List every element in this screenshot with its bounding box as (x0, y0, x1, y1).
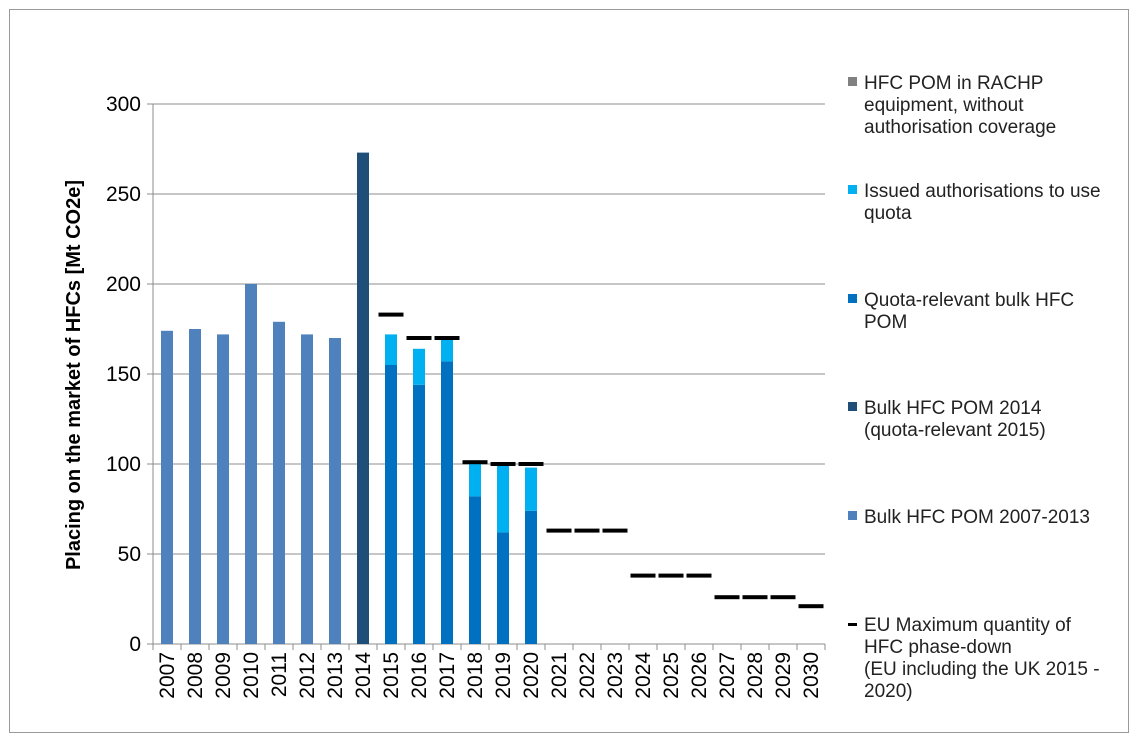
bar-segment (525, 467, 537, 511)
legend-label: EU Maximum quantity of HFC phase-down (EU … (864, 615, 1100, 702)
legend-swatch (848, 77, 857, 86)
x-tick-label: 2030 (800, 652, 823, 699)
x-axis-ticks: 2007 2008 2009 2010 2011 2012 2013 2014 2015 2016… (156, 652, 823, 699)
phase-down-marker (686, 573, 712, 578)
bar-segment (189, 329, 201, 644)
bar-segment (441, 338, 453, 362)
x-tick-label: 2026 (688, 652, 711, 699)
x-tick-label: 2027 (716, 652, 739, 699)
y-tick-label: 50 (118, 543, 141, 566)
y-axis-ticks: 0 50 100 150 200 250 300 (106, 93, 141, 656)
x-tick-label: 2019 (492, 652, 515, 699)
x-tick-label: 2010 (240, 652, 263, 699)
x-tick-label: 2021 (548, 652, 571, 699)
legend-label: Bulk HFC POM 2014 (quota-relevant 2015) (864, 398, 1046, 441)
phase-down-marker (742, 595, 768, 600)
legend-label: HFC POM in RACHP equipment, without author… (864, 73, 1056, 138)
y-tick-label: 250 (106, 183, 141, 206)
bar-segment (525, 510, 537, 644)
bar-segment (385, 365, 397, 644)
phase-down-marker (770, 595, 796, 600)
bar-segment (245, 284, 257, 644)
bar-segment (497, 465, 509, 533)
legend-swatch (848, 294, 857, 303)
phase-down-marker (798, 604, 824, 609)
y-tick-label: 100 (106, 453, 141, 476)
x-tick-label: 2025 (660, 652, 683, 699)
bar-segment (497, 532, 509, 644)
bar-segment (357, 152, 369, 644)
bar-segment (413, 384, 425, 644)
legend-swatch (848, 402, 857, 411)
phase-down-marker (714, 595, 740, 600)
legend-label: Quota-relevant bulk HFC POM (864, 290, 1074, 333)
bar-segment (385, 334, 397, 365)
x-tick-label: 2007 (156, 652, 179, 699)
x-tick-label: 2018 (464, 652, 487, 699)
bar-segment (161, 330, 173, 644)
y-tick-label: 300 (106, 93, 141, 116)
legend-label: Bulk HFC POM 2007-2013 (864, 507, 1090, 528)
bar-segment (301, 334, 313, 644)
phase-down-marker (518, 462, 544, 466)
x-tick-label: 2029 (772, 652, 795, 699)
phase-down-marker (602, 528, 628, 533)
y-axis-label: Placing on the market of HFCs [Mt CO2e] (63, 180, 85, 570)
x-tick-label: 2015 (380, 652, 403, 699)
phase-down-marker (434, 336, 460, 340)
legend: HFC POM in RACHP equipment, without author… (848, 73, 1101, 702)
legend-label: Issued authorisations to use quota (864, 181, 1101, 224)
bar-segment (413, 348, 425, 385)
legend-swatch (848, 511, 857, 520)
phase-down-marker (490, 462, 516, 466)
x-tick-label: 2008 (184, 652, 207, 699)
phase-down-marker (574, 528, 600, 533)
x-tick-label: 2012 (296, 652, 319, 699)
legend-swatch (848, 623, 857, 626)
gridlines (147, 103, 826, 650)
phase-down-marker (658, 573, 684, 578)
chart-frame (9, 9, 1129, 733)
x-tick-label: 2011 (268, 652, 291, 697)
phase-down-marker (378, 312, 404, 317)
x-tick-label: 2022 (576, 652, 599, 699)
bar-segment (217, 334, 229, 644)
bar-segment (273, 321, 285, 644)
x-tick-label: 2016 (408, 652, 431, 699)
y-tick-label: 0 (129, 633, 141, 656)
bar-segment (469, 464, 481, 497)
phase-down-marker (546, 528, 572, 533)
y-tick-label: 200 (106, 273, 141, 296)
x-tick-label: 2023 (604, 652, 627, 699)
bars (161, 152, 537, 644)
x-tick-label: 2017 (436, 652, 459, 699)
phase-down-marker (462, 460, 488, 465)
x-tick-label: 2020 (520, 652, 543, 699)
x-tick-label: 2009 (212, 652, 235, 699)
legend-swatch (848, 185, 857, 194)
bar-segment (329, 338, 341, 644)
phase-down-marker (630, 573, 656, 578)
x-tick-label: 2013 (324, 652, 347, 699)
phase-down-marker (406, 336, 432, 340)
phase-down-markers (378, 312, 824, 609)
x-tick-label: 2024 (632, 652, 655, 699)
y-tick-label: 150 (106, 363, 141, 386)
x-tick-label: 2014 (352, 652, 375, 699)
x-tick-label: 2028 (744, 652, 767, 699)
bar-segment (441, 361, 453, 644)
bar-segment (469, 496, 481, 644)
